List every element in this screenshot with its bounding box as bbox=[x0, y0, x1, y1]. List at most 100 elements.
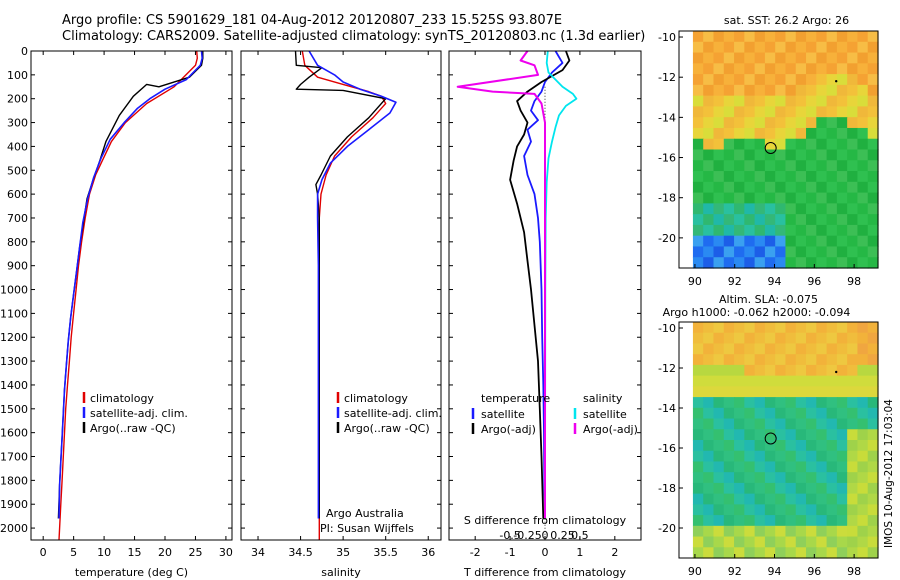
map-cell bbox=[785, 181, 797, 194]
map-cell bbox=[857, 192, 869, 204]
map-cell bbox=[734, 246, 745, 258]
map-cell bbox=[744, 257, 756, 269]
map-cell bbox=[713, 547, 725, 559]
map-cell bbox=[857, 536, 869, 548]
y-tick-label: 1600 bbox=[0, 427, 28, 440]
map-cell bbox=[744, 504, 756, 516]
map-cell bbox=[764, 375, 776, 387]
map-cell bbox=[723, 52, 735, 64]
series-line-climatology bbox=[301, 50, 387, 540]
map-cell bbox=[847, 171, 859, 183]
map-cell bbox=[703, 95, 715, 108]
map-title-line2: Argo h1000: -0.062 h2000: -0.094 bbox=[663, 306, 851, 319]
map-cell bbox=[857, 515, 869, 527]
map-cell bbox=[754, 149, 766, 161]
map-cell bbox=[816, 429, 828, 441]
map-cell bbox=[734, 214, 745, 226]
map-cell bbox=[857, 472, 869, 484]
map-cell bbox=[847, 375, 859, 387]
map-cell bbox=[806, 354, 817, 366]
map-cell bbox=[713, 117, 725, 129]
map-cell bbox=[764, 397, 776, 409]
y-tick-label: 900 bbox=[7, 260, 28, 273]
map-cell bbox=[754, 525, 766, 538]
map-cell bbox=[816, 95, 828, 108]
map-cell bbox=[806, 525, 817, 538]
map-cell bbox=[795, 95, 807, 108]
map-cell bbox=[795, 160, 807, 172]
map-cell bbox=[847, 106, 859, 118]
map-cell bbox=[775, 84, 787, 97]
map-cell bbox=[806, 482, 817, 495]
x-tick-label: 34 bbox=[251, 546, 265, 559]
map-cell bbox=[795, 429, 807, 441]
map-cell bbox=[692, 429, 704, 441]
map-cell bbox=[734, 257, 745, 269]
map-cell bbox=[734, 354, 745, 366]
map-cell bbox=[795, 493, 807, 505]
map-cell bbox=[692, 375, 704, 387]
map-cell bbox=[775, 31, 787, 43]
map-cell bbox=[703, 246, 715, 258]
map-cell bbox=[806, 117, 817, 129]
map-cell bbox=[723, 171, 735, 183]
map-cell bbox=[826, 171, 838, 183]
y-tick-label: 2000 bbox=[0, 522, 28, 535]
legend-label: climatology bbox=[344, 392, 408, 405]
map-cell bbox=[816, 322, 828, 334]
map-cell bbox=[713, 224, 725, 237]
map-cell bbox=[847, 364, 859, 377]
map-cell bbox=[806, 63, 817, 75]
map-cell bbox=[826, 52, 838, 64]
map-y-tick-label: -12 bbox=[658, 362, 676, 375]
map-cell bbox=[867, 95, 879, 108]
map-cell bbox=[836, 127, 848, 140]
map-cell bbox=[867, 472, 879, 484]
map-cell bbox=[826, 397, 838, 409]
map-cell bbox=[826, 257, 838, 269]
map-y-tick-label: -12 bbox=[658, 71, 676, 84]
map-cell bbox=[764, 106, 776, 118]
x-tick-label: -2 bbox=[470, 546, 481, 559]
map-cell bbox=[764, 332, 776, 345]
map-cell bbox=[775, 138, 787, 151]
x-axis-label: temperature (deg C) bbox=[75, 566, 188, 579]
map-cell bbox=[764, 224, 776, 237]
map-cell bbox=[703, 224, 715, 237]
map-cell bbox=[734, 235, 745, 248]
map-cell bbox=[764, 52, 776, 64]
map-cell bbox=[754, 515, 766, 527]
map-cell bbox=[713, 181, 725, 194]
y-tick-label: 100 bbox=[7, 69, 28, 82]
series-line-s-satellite bbox=[544, 50, 578, 519]
map-cell bbox=[744, 354, 756, 366]
map-cell bbox=[806, 440, 817, 452]
map-cell bbox=[764, 63, 776, 75]
map-cell bbox=[806, 343, 817, 355]
map-cell bbox=[744, 461, 756, 473]
map-cell bbox=[795, 536, 807, 548]
map-cell bbox=[836, 322, 848, 334]
map-cell bbox=[744, 482, 756, 495]
map-cell bbox=[734, 482, 745, 495]
map-cell bbox=[847, 322, 859, 334]
map-cell bbox=[857, 52, 869, 64]
map-cell bbox=[785, 482, 797, 495]
map-cell bbox=[806, 504, 817, 516]
map-cell bbox=[775, 397, 787, 409]
map-cell bbox=[795, 149, 807, 161]
map-x-tick-label: 94 bbox=[768, 565, 782, 578]
legend-label: satellite bbox=[583, 408, 627, 421]
map-cell bbox=[816, 440, 828, 452]
map-cell bbox=[764, 84, 776, 97]
map-cell bbox=[764, 31, 776, 43]
map-cell bbox=[867, 493, 879, 505]
map-cell bbox=[847, 181, 859, 194]
map-cell bbox=[826, 407, 838, 420]
map-cell bbox=[816, 525, 828, 538]
map-cell bbox=[795, 224, 807, 237]
map-y-tick-label: -10 bbox=[658, 31, 676, 44]
y-tick-label: 1800 bbox=[0, 474, 28, 487]
map-cell bbox=[734, 192, 745, 204]
map-cell bbox=[754, 181, 766, 194]
